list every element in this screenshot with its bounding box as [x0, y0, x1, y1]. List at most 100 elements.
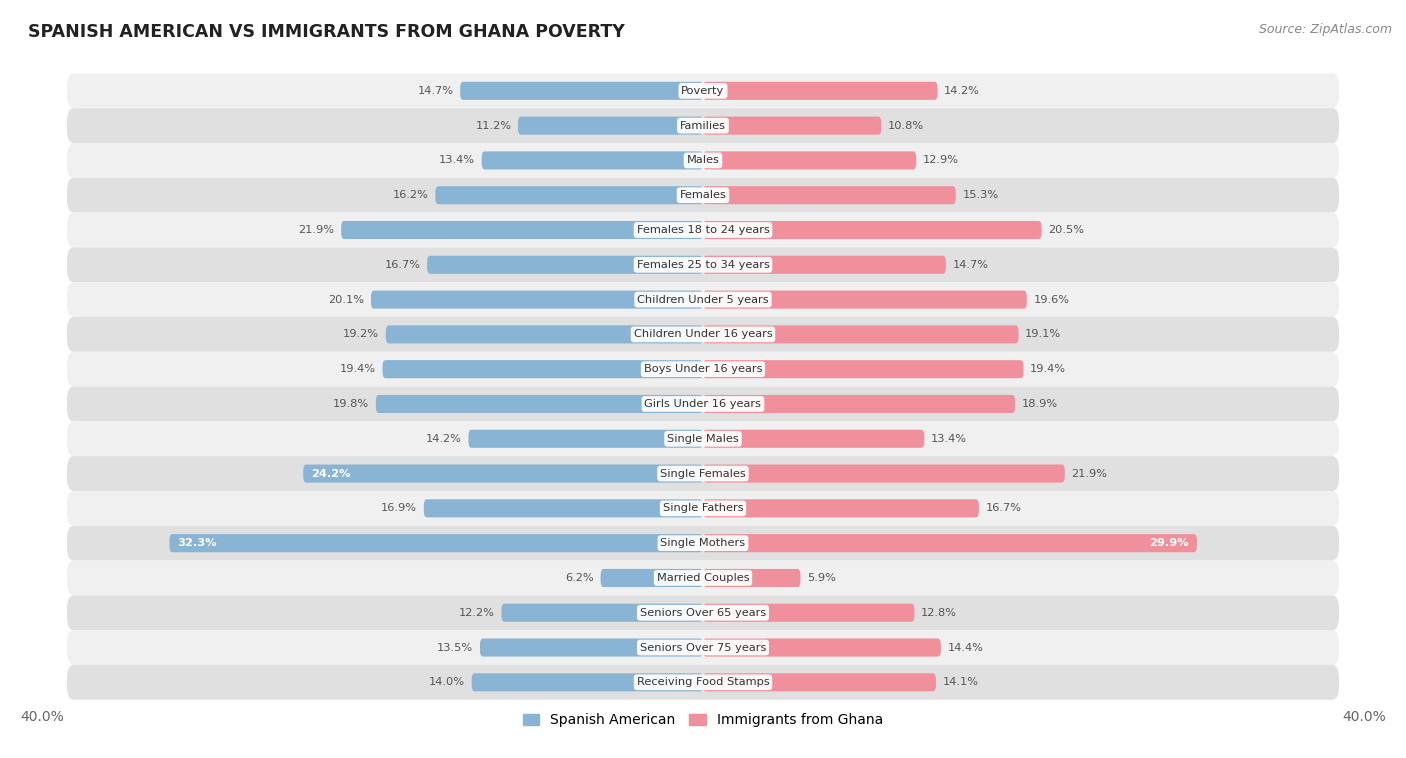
FancyBboxPatch shape: [460, 82, 703, 100]
Text: Children Under 5 years: Children Under 5 years: [637, 295, 769, 305]
Text: Females: Females: [679, 190, 727, 200]
Text: 16.7%: 16.7%: [986, 503, 1022, 513]
FancyBboxPatch shape: [703, 82, 938, 100]
FancyBboxPatch shape: [67, 665, 1339, 700]
FancyBboxPatch shape: [67, 212, 1339, 247]
FancyBboxPatch shape: [468, 430, 703, 448]
FancyBboxPatch shape: [67, 143, 1339, 178]
Text: 19.1%: 19.1%: [1025, 330, 1062, 340]
Text: 14.7%: 14.7%: [952, 260, 988, 270]
FancyBboxPatch shape: [67, 421, 1339, 456]
Text: Single Males: Single Males: [666, 434, 740, 443]
FancyBboxPatch shape: [67, 630, 1339, 665]
FancyBboxPatch shape: [703, 430, 924, 448]
FancyBboxPatch shape: [703, 638, 941, 656]
FancyBboxPatch shape: [703, 534, 1197, 552]
Text: 10.8%: 10.8%: [889, 121, 924, 130]
FancyBboxPatch shape: [482, 152, 703, 170]
FancyBboxPatch shape: [385, 325, 703, 343]
FancyBboxPatch shape: [67, 456, 1339, 491]
Text: Males: Males: [686, 155, 720, 165]
FancyBboxPatch shape: [67, 282, 1339, 317]
Text: 19.2%: 19.2%: [343, 330, 380, 340]
Text: Receiving Food Stamps: Receiving Food Stamps: [637, 678, 769, 688]
FancyBboxPatch shape: [703, 673, 936, 691]
Text: Families: Families: [681, 121, 725, 130]
Text: 13.4%: 13.4%: [931, 434, 967, 443]
Text: 16.7%: 16.7%: [384, 260, 420, 270]
FancyBboxPatch shape: [67, 74, 1339, 108]
Text: Females 25 to 34 years: Females 25 to 34 years: [637, 260, 769, 270]
Text: 14.1%: 14.1%: [942, 678, 979, 688]
Text: Single Mothers: Single Mothers: [661, 538, 745, 548]
Text: Children Under 16 years: Children Under 16 years: [634, 330, 772, 340]
Text: Boys Under 16 years: Boys Under 16 years: [644, 364, 762, 374]
Text: 13.4%: 13.4%: [439, 155, 475, 165]
FancyBboxPatch shape: [169, 534, 703, 552]
FancyBboxPatch shape: [371, 290, 703, 309]
FancyBboxPatch shape: [67, 595, 1339, 630]
FancyBboxPatch shape: [67, 526, 1339, 561]
Text: 12.9%: 12.9%: [922, 155, 959, 165]
Text: 20.5%: 20.5%: [1049, 225, 1084, 235]
FancyBboxPatch shape: [703, 500, 979, 518]
Text: 19.6%: 19.6%: [1033, 295, 1070, 305]
Text: 14.2%: 14.2%: [426, 434, 461, 443]
Text: Seniors Over 75 years: Seniors Over 75 years: [640, 643, 766, 653]
Text: 14.7%: 14.7%: [418, 86, 454, 96]
FancyBboxPatch shape: [600, 569, 703, 587]
FancyBboxPatch shape: [703, 603, 914, 622]
FancyBboxPatch shape: [375, 395, 703, 413]
FancyBboxPatch shape: [703, 290, 1026, 309]
Legend: Spanish American, Immigrants from Ghana: Spanish American, Immigrants from Ghana: [517, 708, 889, 733]
Text: Seniors Over 65 years: Seniors Over 65 years: [640, 608, 766, 618]
FancyBboxPatch shape: [67, 387, 1339, 421]
FancyBboxPatch shape: [703, 255, 946, 274]
Text: 16.2%: 16.2%: [392, 190, 429, 200]
Text: 12.2%: 12.2%: [458, 608, 495, 618]
Text: 12.8%: 12.8%: [921, 608, 957, 618]
FancyBboxPatch shape: [703, 117, 882, 135]
Text: Females 18 to 24 years: Females 18 to 24 years: [637, 225, 769, 235]
FancyBboxPatch shape: [67, 247, 1339, 282]
FancyBboxPatch shape: [382, 360, 703, 378]
Text: 14.2%: 14.2%: [945, 86, 980, 96]
Text: 15.3%: 15.3%: [962, 190, 998, 200]
Text: Source: ZipAtlas.com: Source: ZipAtlas.com: [1258, 23, 1392, 36]
Text: Single Fathers: Single Fathers: [662, 503, 744, 513]
FancyBboxPatch shape: [67, 178, 1339, 212]
Text: 21.9%: 21.9%: [298, 225, 335, 235]
FancyBboxPatch shape: [436, 186, 703, 204]
FancyBboxPatch shape: [703, 221, 1042, 239]
Text: Girls Under 16 years: Girls Under 16 years: [644, 399, 762, 409]
FancyBboxPatch shape: [67, 352, 1339, 387]
FancyBboxPatch shape: [703, 569, 800, 587]
Text: 5.9%: 5.9%: [807, 573, 837, 583]
Text: 19.4%: 19.4%: [1031, 364, 1066, 374]
Text: 21.9%: 21.9%: [1071, 468, 1108, 478]
Text: 20.1%: 20.1%: [329, 295, 364, 305]
Text: 29.9%: 29.9%: [1149, 538, 1188, 548]
FancyBboxPatch shape: [67, 491, 1339, 526]
Text: Single Females: Single Females: [661, 468, 745, 478]
Text: 19.8%: 19.8%: [333, 399, 370, 409]
FancyBboxPatch shape: [479, 638, 703, 656]
Text: 13.5%: 13.5%: [437, 643, 474, 653]
FancyBboxPatch shape: [703, 325, 1018, 343]
FancyBboxPatch shape: [67, 108, 1339, 143]
Text: 11.2%: 11.2%: [475, 121, 512, 130]
FancyBboxPatch shape: [703, 395, 1015, 413]
FancyBboxPatch shape: [703, 152, 917, 170]
FancyBboxPatch shape: [67, 561, 1339, 595]
Text: 18.9%: 18.9%: [1022, 399, 1057, 409]
Text: 14.0%: 14.0%: [429, 678, 465, 688]
Text: Poverty: Poverty: [682, 86, 724, 96]
Text: 19.4%: 19.4%: [340, 364, 375, 374]
Text: 32.3%: 32.3%: [177, 538, 218, 548]
Text: 14.4%: 14.4%: [948, 643, 983, 653]
FancyBboxPatch shape: [67, 317, 1339, 352]
FancyBboxPatch shape: [427, 255, 703, 274]
Text: 16.9%: 16.9%: [381, 503, 418, 513]
Text: 6.2%: 6.2%: [565, 573, 593, 583]
FancyBboxPatch shape: [471, 673, 703, 691]
